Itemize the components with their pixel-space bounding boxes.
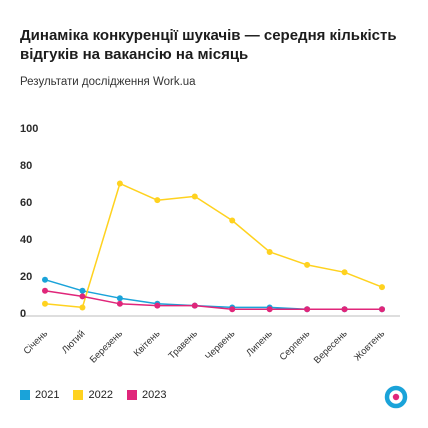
data-point-2021 — [42, 276, 48, 283]
data-point-2023 — [229, 306, 236, 313]
data-point-2022 — [79, 304, 86, 311]
y-tick-label: 60 — [20, 197, 32, 209]
legend-item-2023: 2023 — [126, 389, 167, 401]
x-tick-label: Вересень — [312, 328, 350, 366]
y-tick-label: 0 — [20, 308, 26, 320]
data-point-2023 — [154, 302, 161, 309]
data-point-2022 — [304, 261, 311, 268]
x-axis-ticks: Січень Лютий Березень Квітень Травень Червень… — [22, 328, 388, 366]
y-tick-label: 40 — [20, 234, 32, 246]
chart-title: Динаміка конкуренції шукачів — середня к… — [20, 27, 397, 63]
series-line-2022 — [44, 182, 383, 309]
data-point-2022 — [229, 217, 236, 224]
data-point-2022 — [266, 248, 273, 255]
legend-label: 2022 — [88, 389, 113, 401]
legend-label: 2021 — [35, 389, 60, 401]
data-point-2022 — [154, 197, 161, 204]
x-tick-label: Жовтень — [352, 328, 387, 363]
data-point-2023 — [379, 306, 385, 313]
data-point-2023 — [266, 306, 273, 313]
legend-label: 2023 — [141, 389, 167, 401]
data-point-2023 — [79, 293, 86, 300]
legend-swatch — [20, 390, 30, 400]
data-point-2022 — [116, 180, 123, 187]
x-tick-label: Червень — [203, 328, 237, 362]
chart-series — [42, 180, 385, 313]
series-line-2023 — [44, 290, 382, 311]
legend-swatch — [126, 390, 137, 400]
data-point-2023 — [42, 287, 48, 294]
data-point-2023 — [116, 300, 123, 307]
x-tick-label: Березень — [88, 328, 125, 365]
data-point-2022 — [379, 284, 385, 291]
x-tick-label: Квітень — [132, 328, 163, 359]
y-tick-label: 100 — [20, 123, 38, 135]
data-point-2023 — [341, 306, 348, 313]
x-tick-label: Січень — [22, 328, 51, 357]
x-tick-label: Липень — [244, 328, 275, 359]
x-tick-label: Лютий — [60, 328, 88, 356]
legend-item-2022: 2022 — [73, 389, 113, 401]
data-point-2021 — [79, 287, 86, 294]
x-tick-label: Травень — [166, 328, 199, 361]
y-tick-label: 80 — [20, 160, 32, 172]
data-point-2022 — [341, 269, 348, 276]
x-tick-label: Серпень — [278, 328, 313, 363]
y-tick-label: 20 — [20, 271, 32, 283]
data-point-2022 — [42, 300, 48, 307]
series-line-2021 — [44, 278, 382, 311]
data-point-2022 — [191, 193, 198, 200]
legend-item-2021: 2021 — [20, 389, 59, 401]
data-point-2023 — [191, 302, 198, 309]
y-axis-ticks: 0 20 40 60 80 100 — [20, 123, 38, 320]
chart-subtitle: Результати дослідження Work.ua — [20, 76, 196, 88]
data-point-2021 — [116, 295, 123, 302]
legend-swatch — [73, 390, 84, 400]
legend: 2021 2022 2023 — [20, 389, 166, 401]
data-point-2023 — [304, 306, 311, 313]
work-ua-logo-icon — [384, 385, 408, 409]
